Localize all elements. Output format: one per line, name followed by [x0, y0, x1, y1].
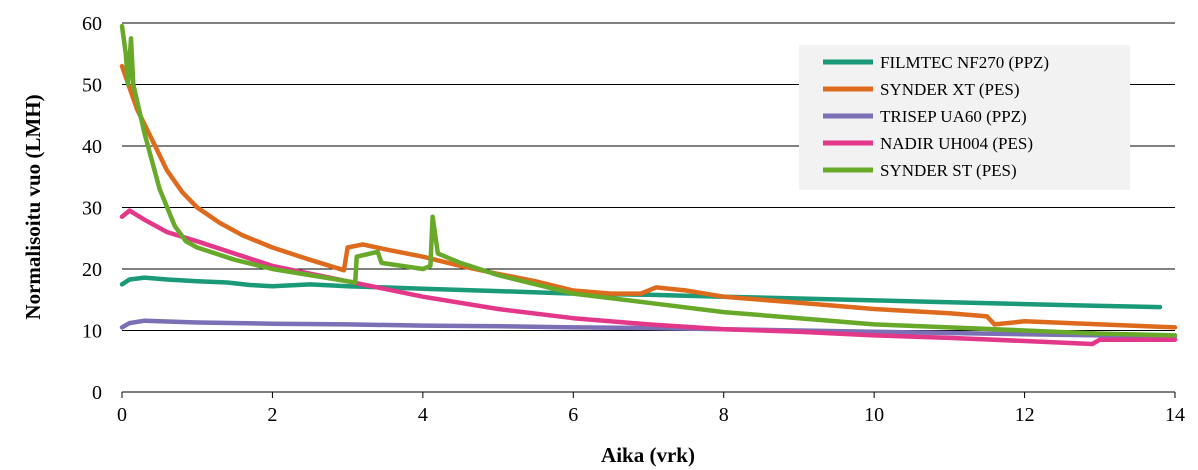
legend-items: FILMTEC NF270 (PPZ) SYNDER XT (PES) TRISEP…: [823, 53, 1049, 180]
x-tick-labels: 0 2 4 6 8 10 12 14: [117, 392, 1185, 426]
series-lines: [119, 23, 1178, 347]
x-tick-label: 8: [719, 404, 729, 426]
legend-label-3: NADIR UH004 (PES): [880, 134, 1033, 153]
y-tick-label: 20: [82, 259, 102, 281]
y-tick-label: 30: [82, 198, 102, 220]
y-tick-label: 10: [82, 321, 102, 343]
legend-label-4: SYNDER ST (PES): [880, 161, 1017, 180]
legend-label-1: SYNDER XT (PES): [880, 80, 1019, 99]
series-line-2: [119, 318, 1178, 339]
legend-label-0: FILMTEC NF270 (PPZ): [880, 53, 1049, 72]
x-axis-title: Aika (vrk): [601, 443, 695, 467]
y-axis-title: Normalisoitu vuo (LMH): [21, 94, 45, 319]
series-line-3: [119, 208, 1178, 347]
x-tick-label: 2: [267, 404, 277, 426]
y-tick-label: 0: [92, 382, 102, 404]
x-tick-label: 6: [568, 404, 578, 426]
y-tick-label: 40: [82, 136, 102, 158]
x-tick-label: 14: [1165, 404, 1185, 426]
y-tick-labels: 0 10 20 30 40 50 60: [82, 13, 102, 404]
series-line-4: [119, 23, 1178, 338]
series-line-0: [119, 275, 1163, 310]
y-tick-label: 60: [82, 13, 102, 35]
x-tick-label: 12: [1015, 404, 1035, 426]
x-tick-label: 10: [864, 404, 884, 426]
y-tick-label: 50: [82, 75, 102, 97]
x-tick-label: 4: [418, 404, 428, 426]
x-tick-label: 0: [117, 404, 127, 426]
legend: FILMTEC NF270 (PPZ) SYNDER XT (PES) TRISEP…: [799, 45, 1130, 190]
legend-label-2: TRISEP UA60 (PPZ): [880, 107, 1027, 126]
